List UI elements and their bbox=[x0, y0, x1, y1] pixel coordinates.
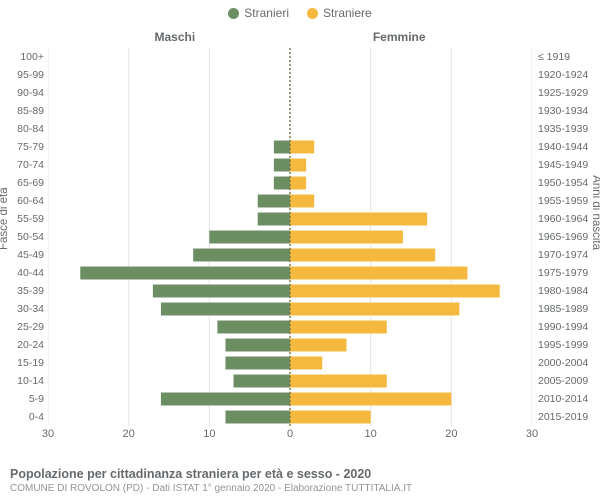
y-tick-birth: 1920-1924 bbox=[538, 70, 600, 81]
bar-male bbox=[225, 357, 290, 370]
y-tick-age: 85-89 bbox=[0, 106, 44, 117]
y-tick-age: 60-64 bbox=[0, 196, 44, 207]
x-tick: 20 bbox=[445, 428, 457, 440]
y-tick-age: 0-4 bbox=[0, 412, 44, 423]
y-tick-birth: 2015-2019 bbox=[538, 412, 600, 423]
y-tick-birth: 2000-2004 bbox=[538, 358, 600, 369]
y-tick-birth: 1930-1934 bbox=[538, 106, 600, 117]
y-tick-birth: 1925-1929 bbox=[538, 88, 600, 99]
bar-male bbox=[258, 195, 290, 208]
bar-female bbox=[290, 321, 387, 334]
y-tick-birth: 2005-2009 bbox=[538, 376, 600, 387]
y-tick-birth: 1990-1994 bbox=[538, 322, 600, 333]
chart-footer: Popolazione per cittadinanza straniera p… bbox=[10, 467, 590, 494]
column-title-female: Femmine bbox=[373, 30, 426, 44]
bar-female bbox=[290, 159, 306, 172]
bar-female bbox=[290, 195, 314, 208]
y-tick-birth: 1940-1944 bbox=[538, 142, 600, 153]
column-title-male: Maschi bbox=[154, 30, 195, 44]
y-tick-age: 45-49 bbox=[0, 250, 44, 261]
x-tick: 20 bbox=[123, 428, 135, 440]
bar-female bbox=[290, 411, 371, 424]
bar-male bbox=[161, 393, 290, 406]
y-tick-age: 25-29 bbox=[0, 322, 44, 333]
y-tick-age: 35-39 bbox=[0, 286, 44, 297]
x-tick: 0 bbox=[287, 428, 293, 440]
y-tick-birth: 1970-1974 bbox=[538, 250, 600, 261]
y-tick-age: 70-74 bbox=[0, 160, 44, 171]
bar-female bbox=[290, 393, 451, 406]
chart-title: Popolazione per cittadinanza straniera p… bbox=[10, 467, 590, 481]
bar-female bbox=[290, 141, 314, 154]
plot-area bbox=[48, 48, 532, 426]
y-tick-age: 15-19 bbox=[0, 358, 44, 369]
legend-swatch-female bbox=[307, 8, 318, 19]
bar-male bbox=[225, 411, 290, 424]
y-tick-birth: 1975-1979 bbox=[538, 268, 600, 279]
bar-male bbox=[161, 303, 290, 316]
y-tick-birth: 2010-2014 bbox=[538, 394, 600, 405]
y-tick-age: 20-24 bbox=[0, 340, 44, 351]
y-tick-age: 65-69 bbox=[0, 178, 44, 189]
y-tick-birth: ≤ 1919 bbox=[538, 52, 600, 63]
bar-female bbox=[290, 213, 427, 226]
legend: Stranieri Straniere bbox=[0, 0, 600, 20]
chart-area: Maschi Femmine 100+95-9990-9485-8980-847… bbox=[48, 30, 532, 450]
bar-female bbox=[290, 267, 467, 280]
bar-male bbox=[217, 321, 290, 334]
bar-male bbox=[80, 267, 290, 280]
y-tick-age: 90-94 bbox=[0, 88, 44, 99]
bar-male bbox=[258, 213, 290, 226]
bar-male bbox=[153, 285, 290, 298]
bar-male bbox=[193, 249, 290, 262]
y-tick-age: 55-59 bbox=[0, 214, 44, 225]
bar-female bbox=[290, 375, 387, 388]
y-tick-birth: 1945-1949 bbox=[538, 160, 600, 171]
bar-female bbox=[290, 339, 346, 352]
legend-item-female: Straniere bbox=[307, 6, 372, 20]
y-tick-age: 50-54 bbox=[0, 232, 44, 243]
y-tick-age: 10-14 bbox=[0, 376, 44, 387]
x-tick: 10 bbox=[365, 428, 377, 440]
bar-female bbox=[290, 285, 500, 298]
pyramid-svg bbox=[48, 48, 532, 426]
bar-male bbox=[234, 375, 290, 388]
legend-label-female: Straniere bbox=[323, 6, 372, 20]
y-tick-birth: 1965-1969 bbox=[538, 232, 600, 243]
bar-male bbox=[274, 177, 290, 190]
legend-swatch-male bbox=[228, 8, 239, 19]
y-tick-age: 75-79 bbox=[0, 142, 44, 153]
y-tick-birth: 1985-1989 bbox=[538, 304, 600, 315]
x-axis: 3020100102030 bbox=[48, 428, 532, 444]
x-tick: 30 bbox=[42, 428, 54, 440]
y-tick-birth: 1950-1954 bbox=[538, 178, 600, 189]
legend-label-male: Stranieri bbox=[244, 6, 289, 20]
y-tick-age: 40-44 bbox=[0, 268, 44, 279]
bar-male bbox=[274, 159, 290, 172]
bar-female bbox=[290, 231, 403, 244]
y-tick-birth: 1955-1959 bbox=[538, 196, 600, 207]
bar-male bbox=[274, 141, 290, 154]
y-tick-age: 100+ bbox=[0, 52, 44, 63]
y-axis-right: ≤ 1919 1920-1924 1925-1929 1930-1934 1935-19… bbox=[538, 48, 598, 426]
bar-female bbox=[290, 357, 322, 370]
bar-female bbox=[290, 249, 435, 262]
y-tick-age: 95-99 bbox=[0, 70, 44, 81]
y-tick-age: 5-9 bbox=[0, 394, 44, 405]
bar-female bbox=[290, 303, 459, 316]
y-tick-birth: 1935-1939 bbox=[538, 124, 600, 135]
x-tick: 10 bbox=[203, 428, 215, 440]
y-tick-birth: 1960-1964 bbox=[538, 214, 600, 225]
legend-item-male: Stranieri bbox=[228, 6, 289, 20]
y-tick-age: 30-34 bbox=[0, 304, 44, 315]
x-tick: 30 bbox=[526, 428, 538, 440]
chart-subtitle: COMUNE DI ROVOLON (PD) - Dati ISTAT 1° g… bbox=[10, 483, 590, 494]
y-tick-birth: 1980-1984 bbox=[538, 286, 600, 297]
y-tick-age: 80-84 bbox=[0, 124, 44, 135]
bar-female bbox=[290, 177, 306, 190]
bar-male bbox=[209, 231, 290, 244]
bar-male bbox=[225, 339, 290, 352]
y-tick-birth: 1995-1999 bbox=[538, 340, 600, 351]
